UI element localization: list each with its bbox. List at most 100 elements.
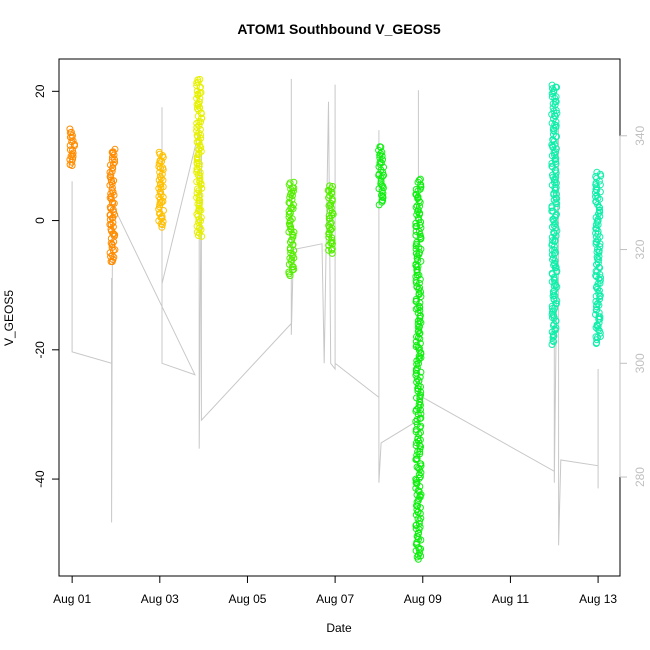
x-tick-label: Aug 09: [404, 592, 442, 606]
data-point: [412, 525, 420, 533]
series-flight-1: [66, 125, 78, 169]
data-point: [414, 502, 422, 510]
x-tick-label: Aug 01: [53, 592, 91, 606]
data-point: [596, 292, 604, 300]
data-point: [159, 218, 167, 225]
x-axis: Aug 01 Aug 03 Aug 05 Aug 07 Aug 09 Aug 11 Aug …: [53, 575, 617, 606]
x-tick-label: Aug 03: [141, 592, 179, 606]
data-point: [195, 145, 203, 153]
data-point: [66, 125, 74, 133]
x-axis-label: Date: [326, 621, 352, 635]
data-point: [412, 455, 420, 463]
secondary-trace-layer: [71, 78, 599, 546]
data-point: [417, 245, 425, 253]
data-point: [417, 514, 425, 522]
data-point: [413, 506, 421, 514]
series-flight-8: [412, 175, 425, 563]
y2-tick-label: 320: [633, 239, 647, 259]
data-point: [328, 209, 336, 217]
x-tick-label: Aug 13: [579, 592, 617, 606]
data-point: [551, 304, 559, 312]
data-point: [379, 192, 387, 200]
data-point: [595, 247, 603, 255]
data-point: [416, 373, 424, 381]
data-point: [414, 385, 422, 393]
y-tick-label: 0: [33, 217, 47, 224]
data-point: [596, 181, 604, 189]
data-point: [415, 176, 423, 184]
data-point: [548, 119, 556, 127]
series-flight-10: [592, 168, 605, 347]
data-point: [412, 203, 420, 211]
data-point: [413, 238, 421, 246]
data-point: [378, 191, 385, 199]
data-point: [198, 184, 206, 192]
data-point: [328, 212, 336, 219]
data-point: [550, 311, 557, 319]
data-point: [412, 426, 420, 434]
data-point: [412, 190, 420, 198]
y-tick-label: -20: [33, 341, 47, 359]
data-point: [550, 149, 558, 157]
data-point: [553, 203, 561, 211]
data-point: [415, 377, 423, 385]
data-point: [593, 168, 601, 176]
data-point: [550, 295, 558, 303]
data-point: [551, 325, 559, 333]
data-point: [193, 222, 201, 230]
data-point: [325, 202, 333, 210]
y2-tick-label: 280: [633, 467, 647, 487]
data-point: [413, 369, 420, 377]
data-point: [413, 364, 421, 372]
data-point: [67, 128, 75, 136]
data-point: [413, 498, 421, 506]
data-point: [548, 110, 556, 118]
data-point: [412, 522, 420, 529]
data-point: [288, 196, 296, 203]
data-point: [596, 313, 604, 321]
data-point: [194, 185, 201, 193]
data-point: [289, 201, 297, 209]
data-point: [377, 180, 385, 188]
y-tick-label: 20: [33, 84, 47, 98]
data-point: [414, 214, 422, 222]
data-point: [329, 183, 337, 190]
data-point: [68, 151, 76, 158]
data-point: [107, 253, 115, 261]
data-point: [155, 176, 163, 184]
data-point: [111, 145, 119, 153]
series-flight-9: [548, 81, 561, 348]
data-point: [155, 148, 163, 156]
data-point: [378, 181, 386, 189]
series-flight-3: [155, 148, 167, 231]
data-point: [417, 552, 425, 560]
data-point: [285, 210, 293, 218]
y-axis-label: V_GEOS5: [2, 290, 16, 346]
data-point: [552, 224, 560, 232]
data-point: [596, 240, 604, 248]
data-point: [375, 170, 383, 178]
data-point: [155, 193, 163, 200]
secondary-y-axis: 340 320 300 280: [619, 125, 647, 487]
data-point: [290, 178, 298, 186]
data-point: [416, 460, 424, 468]
data-point: [287, 225, 295, 233]
data-point: [197, 118, 205, 126]
data-point: [156, 188, 164, 196]
data-point: [416, 450, 424, 458]
data-point: [548, 246, 556, 254]
data-point: [110, 253, 118, 261]
data-point: [416, 175, 424, 183]
data-point: [377, 177, 385, 185]
data-point: [415, 464, 423, 472]
data-point: [327, 219, 335, 227]
data-point: [326, 207, 334, 215]
secondary-trace-line: [71, 78, 599, 546]
plot-frame: [58, 58, 621, 577]
data-point: [592, 193, 599, 200]
series-flight-6: [324, 182, 337, 257]
data-point: [325, 233, 333, 241]
data-point: [326, 182, 334, 190]
data-point: [195, 122, 203, 130]
